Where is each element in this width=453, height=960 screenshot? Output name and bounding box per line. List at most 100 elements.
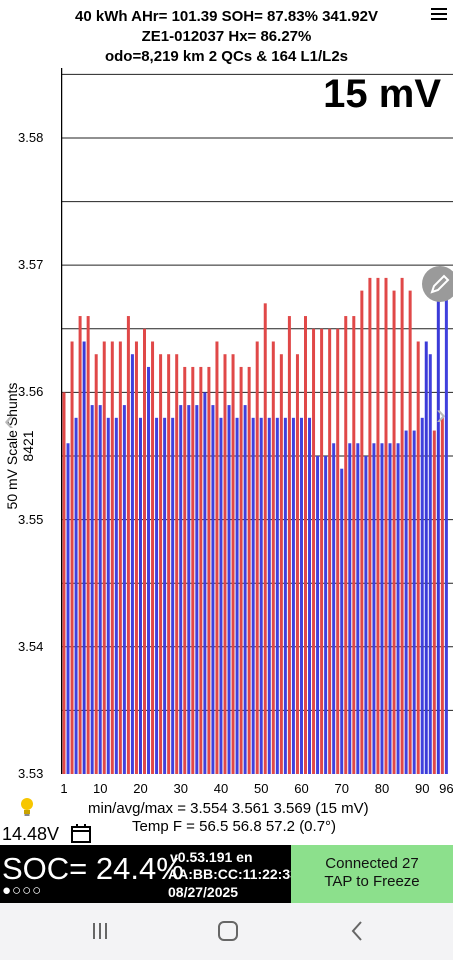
bar-cell-40: [219, 417, 223, 774]
x-tick-label: 40: [213, 781, 229, 796]
voltage-readout: 14.48V: [2, 824, 60, 844]
bar-cell-18: [130, 354, 134, 774]
bar-cell-84: [396, 443, 400, 774]
x-tick-label: 70: [334, 781, 349, 796]
bar-cell-55: [279, 354, 283, 774]
bar-cell-46: [243, 405, 247, 774]
bar-cell-43: [231, 354, 235, 774]
back-icon[interactable]: [344, 918, 372, 944]
soc-panel[interactable]: [0, 845, 291, 903]
bar-series: [62, 277, 448, 774]
bar-cell-47: [247, 366, 251, 774]
bar-cell-51: [263, 303, 267, 774]
bar-cell-95: [440, 417, 444, 774]
bar-cell-78: [372, 443, 376, 774]
bar-cell-75: [360, 290, 364, 774]
bar-cell-42: [227, 405, 231, 774]
bar-cell-67: [328, 328, 332, 774]
bar-cell-73: [352, 316, 356, 774]
bar-cell-92: [428, 354, 432, 774]
bar-cell-2: [66, 443, 70, 774]
freeze-button[interactable]: Connected 27 TAP to Freeze: [291, 845, 453, 903]
bar-cell-61: [304, 316, 307, 774]
bar-cell-11: [102, 341, 106, 774]
bar-cell-28: [171, 417, 175, 774]
bar-cell-1: [62, 392, 66, 774]
home-icon[interactable]: [214, 918, 242, 944]
bar-cell-21: [143, 328, 146, 774]
bar-cell-26: [163, 417, 167, 774]
bar-cell-33: [191, 366, 195, 774]
bar-cell-30: [179, 405, 183, 774]
bar-cell-58: [291, 417, 295, 774]
bar-cell-27: [167, 354, 171, 774]
y-tick-label: 3.54: [18, 638, 44, 654]
bar-cell-80: [380, 443, 384, 774]
bar-cell-63: [312, 328, 316, 774]
bar-cell-94: [436, 290, 440, 774]
temperature-text: Temp F = 56.5 56.8 57.2 (0.7°): [132, 818, 337, 835]
bar-cell-71: [344, 316, 348, 774]
bar-cell-32: [187, 405, 191, 774]
firmware-version: v0.53.191 en: [170, 849, 253, 865]
bar-cell-48: [251, 417, 255, 774]
bar-cell-23: [151, 341, 155, 774]
bar-cell-90: [420, 417, 424, 774]
bar-cell-81: [384, 277, 388, 774]
left-arrow-icon[interactable]: ‹: [4, 404, 14, 437]
bar-cell-14: [114, 417, 118, 774]
x-tick-label: 60: [294, 781, 309, 796]
bar-cell-70: [340, 468, 344, 774]
bar-cell-3: [70, 341, 74, 774]
bar-cell-34: [195, 405, 199, 774]
bar-cell-50: [259, 417, 263, 774]
bar-cell-45: [239, 366, 243, 774]
bar-cell-60: [299, 417, 303, 774]
bar-cell-44: [235, 417, 239, 774]
bar-cell-54: [275, 417, 279, 774]
right-arrow-icon[interactable]: ›: [436, 398, 446, 431]
x-tick-label: 50: [253, 781, 269, 796]
calendar-icon[interactable]: [70, 823, 92, 843]
chart-title: 15 mV: [323, 72, 441, 116]
x-tick-label: 96: [439, 781, 453, 796]
y-tick-label: 3.53: [18, 766, 44, 781]
bar-cell-49: [255, 341, 259, 774]
lightbulb-icon[interactable]: [18, 796, 36, 818]
bar-cell-59: [295, 354, 299, 774]
bar-cell-82: [388, 443, 392, 774]
recents-icon[interactable]: [86, 918, 114, 944]
bar-cell-83: [392, 290, 396, 774]
bar-cell-56: [283, 417, 287, 774]
bar-cell-76: [364, 455, 368, 774]
bar-cell-41: [223, 354, 227, 774]
x-tick-label: 30: [173, 781, 188, 796]
bar-cell-10: [98, 405, 102, 774]
bar-cell-4: [74, 417, 78, 774]
freeze-label: TAP to Freeze: [324, 873, 420, 890]
bar-cell-31: [183, 366, 187, 774]
bar-cell-9: [94, 354, 98, 774]
pencil-icon[interactable]: [422, 266, 453, 302]
bar-cell-65: [320, 328, 324, 774]
x-tick-label: 1: [60, 781, 68, 796]
bar-cell-52: [267, 417, 271, 774]
x-tick-label: 20: [133, 781, 148, 796]
connected-label: Connected 27: [325, 855, 419, 872]
bar-cell-36: [203, 392, 207, 774]
bar-cell-20: [138, 417, 142, 774]
header-line-1: 40 kWh AHr= 101.39 SOH= 87.83% 341.92V: [75, 8, 378, 25]
bar-cell-29: [175, 354, 179, 774]
y-tick-label: 3.58: [18, 129, 44, 145]
bar-cell-22: [147, 366, 151, 774]
bar-cell-64: [316, 455, 320, 774]
bar-cell-72: [348, 443, 352, 774]
menu-icon[interactable]: [431, 8, 447, 22]
navigation-bar: [0, 903, 453, 960]
mac-address: AA:BB:CC:11:22:33: [168, 866, 298, 882]
bar-cell-17: [126, 316, 130, 774]
x-tick-label: 10: [92, 781, 108, 796]
bar-cell-88: [412, 430, 416, 774]
bar-cell-74: [356, 443, 360, 774]
cell-voltage-chart[interactable]: [61, 68, 453, 774]
